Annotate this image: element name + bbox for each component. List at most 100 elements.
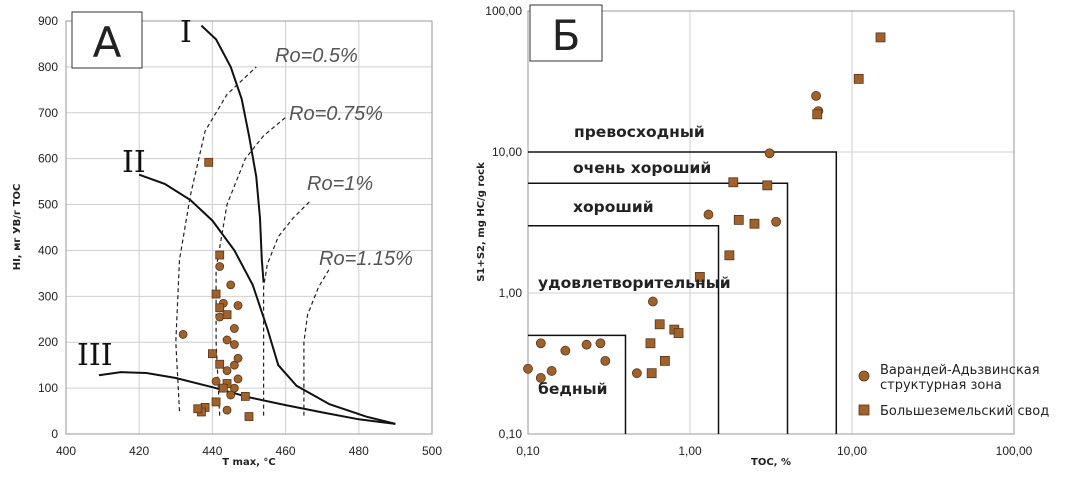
panel-a-points [178,157,254,421]
data-point-square [749,218,760,229]
panel-b-label-box [529,4,603,62]
category-boundary [528,151,838,434]
panel-b: 0,10 1,00 10,00 100,00 0,10 1,00 10,00 100,00 Б… [476,4,1049,468]
curve-label-i: I [180,15,192,50]
data-point-circle [215,262,225,271]
panel-a-x-tick: 480 [349,444,369,458]
panel-b-category-boxes [528,151,838,434]
legend-square-marker [858,404,870,416]
panel-b-y-tick: 10,00 [492,145,522,159]
data-point-square [215,250,225,260]
data-point-square [724,250,735,261]
category-label-very-good: очень хороший [573,159,711,177]
panel-a-x-tick: 500 [422,444,442,458]
data-point-square [645,338,656,349]
data-point-square [193,404,203,414]
panel-b-x-tick: 10,00 [837,444,867,458]
panel-a-y-tick: 300 [38,289,58,303]
data-point-circle [523,363,533,374]
data-point-circle [595,338,606,349]
panel-a-x-tick: 400 [56,444,76,458]
category-label-fair: удовлетворительный [538,274,731,292]
data-point-square [204,157,214,167]
data-point-circle [215,312,225,322]
ro-label-1: Ro=1% [307,173,373,195]
data-point-square [762,180,773,191]
data-point-circle [229,360,239,370]
panel-b-y-tick: 0,10 [499,427,523,441]
data-point-circle [631,368,642,379]
data-point-square [222,310,232,320]
data-point-square [211,289,221,299]
panel-b-y-tick: 100,00 [485,4,522,18]
legend-circle-marker [858,370,870,382]
panel-a-tick-labels: 400 420 440 460 480 500 0 100 200 300 400 500 600 700… [38,14,442,458]
data-point-square [660,355,670,366]
category-boundary [528,182,789,434]
data-point-circle [233,301,243,310]
kerogen-curve [138,173,396,425]
data-point-circle [229,324,239,333]
data-point-circle [535,372,546,383]
data-point-circle [233,353,243,363]
data-point-square [244,412,254,421]
data-point-circle [771,216,781,227]
legend: Варандей-Адьзвинская структурная зона Бо… [858,363,1049,419]
data-point-circle [222,366,232,376]
maturity-line [303,268,331,416]
data-point-square [875,32,886,43]
panel-a-label: А [93,18,122,67]
curve-label-iii: III [77,338,113,373]
panel-b-y-axis-label: S1+S2, mg HC/g rock [476,162,487,282]
data-point-circle [764,148,775,159]
data-point-square [240,391,250,401]
data-point-circle [222,335,232,345]
ro-label-0-5: Ro=0.5% [275,45,358,67]
data-point-circle [229,340,239,349]
panel-a-y-tick: 800 [38,60,58,74]
panel-a-x-tick: 440 [202,444,222,458]
data-point-circle [546,366,557,376]
data-point-circle [178,330,188,339]
panel-a-x-tick: 460 [276,444,296,458]
data-point-square [654,319,665,330]
data-point-circle [560,345,571,356]
data-point-circle [226,280,236,290]
panel-a-y-tick: 0 [51,427,58,441]
data-point-circle [229,383,239,393]
panel-a-label-box [71,11,143,69]
data-point-circle [811,90,821,101]
data-point-square [812,109,823,120]
data-point-circle [211,376,221,386]
panel-a-x-axis-label: T max, °C [222,457,276,468]
curve-label-ii: II [122,145,146,180]
data-point-square [728,177,739,188]
data-point-square [646,368,657,379]
data-point-square [207,349,217,359]
panel-a-plot-frame [65,20,433,435]
panel-b-x-tick: 100,00 [996,444,1033,458]
panel-a: 400 420 440 460 480 500 0 100 200 300 400 500 600 700… [12,11,442,468]
category-boundary [528,334,627,434]
legend-item-varandey-line2: структурная зона [880,378,1002,393]
data-point-circle [600,355,611,366]
panel-a-x-tick: 420 [129,444,149,458]
panel-b-points [523,32,886,383]
data-point-square [673,328,684,338]
panel-a-y-tick: 700 [38,106,58,120]
data-point-square [853,73,864,84]
legend-item-varandey-line1: Варандей-Адьзвинская [880,363,1040,378]
maturity-line [215,116,286,416]
panel-a-y-tick: 900 [38,14,58,28]
ro-label-0-75: Ro=0.75% [289,103,383,125]
data-point-square [218,383,228,393]
panel-a-y-tick: 400 [38,243,58,257]
panel-a-y-tick: 200 [38,335,58,349]
panel-b-x-tick: 0,10 [516,444,540,458]
category-label-poor: бедный [538,380,607,398]
data-point-square [215,303,225,313]
data-point-square [215,359,225,369]
data-point-square [694,272,705,282]
data-point-square [733,214,744,225]
